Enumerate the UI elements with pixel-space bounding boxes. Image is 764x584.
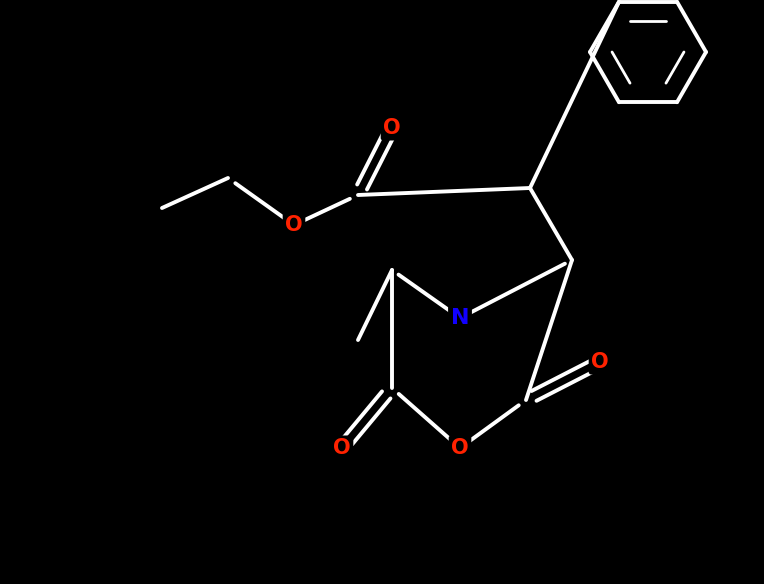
Text: O: O xyxy=(591,352,609,372)
Text: O: O xyxy=(333,438,351,458)
Text: O: O xyxy=(285,215,303,235)
Text: O: O xyxy=(384,118,401,138)
Text: O: O xyxy=(452,438,469,458)
Text: N: N xyxy=(451,308,469,328)
